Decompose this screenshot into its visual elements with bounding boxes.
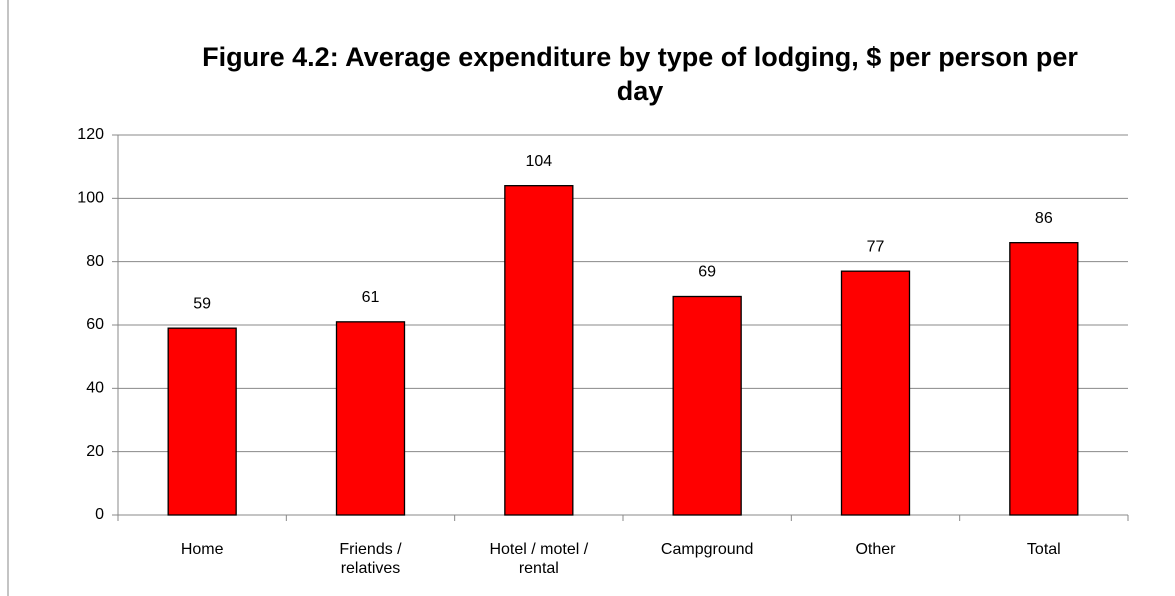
y-tick-label: 40 [86,380,104,397]
bar [167,327,237,516]
chart-frame [7,0,9,596]
x-tick-label: Campground [660,541,754,558]
y-tick-label: 100 [77,190,104,207]
x-tick-label: Other [855,541,896,558]
x-tick-label: Friends / relatives [339,541,402,577]
x-tick-label: Hotel / motel / rental [489,541,589,577]
bar [840,270,911,516]
y-tick-label: 120 [77,126,104,143]
data-label: 77 [867,238,885,255]
y-tick-label: 60 [86,316,104,333]
x-tick-label: Home [180,541,224,558]
bar [504,185,574,516]
x-tick-label: Total [1026,541,1061,558]
bar [672,295,742,516]
y-tick-label: 0 [95,506,104,523]
data-label: 59 [193,295,211,312]
data-label: 69 [698,264,716,281]
bar [335,321,406,516]
y-tick-label: 20 [86,443,104,460]
data-label: 61 [362,289,380,306]
data-label: 86 [1035,210,1053,227]
y-tick-label: 80 [86,253,104,270]
chart-title: Figure 4.2: Average expenditure by type … [202,42,1078,106]
data-label: 104 [525,153,552,170]
bar [1009,242,1079,516]
